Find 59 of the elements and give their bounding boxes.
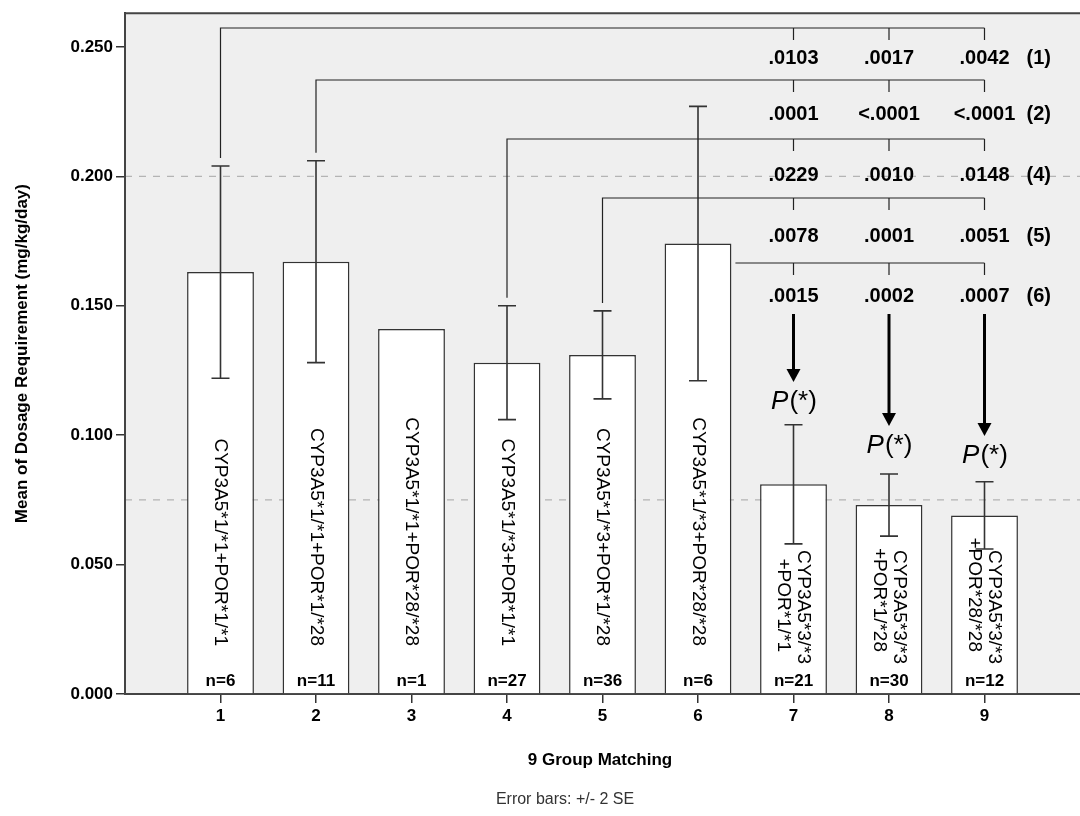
annotation: P(*) — [962, 439, 1008, 470]
annotation: CYP3A5*1/*3+POR*1/*1 — [497, 438, 519, 646]
annotation: n=21 — [773, 671, 814, 691]
annotation: n=6 — [205, 671, 236, 691]
annotation: n=6 — [683, 671, 713, 691]
annotation: CYP3A5*3/*3 +POR*1/*28 — [869, 547, 911, 664]
annotation: <.0001 — [953, 101, 1016, 124]
annotation: CYP3A5*1/*1+POR*28/*28 — [402, 417, 424, 646]
y-tick-label: 0.150 — [70, 295, 113, 315]
y-tick-label: 0.000 — [70, 683, 113, 703]
annotation: (1) — [1026, 45, 1051, 68]
annotation: (2) — [1026, 101, 1051, 124]
annotation: .0007 — [959, 283, 1010, 306]
annotation: .0148 — [959, 162, 1010, 185]
annotation: .0103 — [768, 45, 819, 68]
annotation: P(*) — [866, 429, 913, 460]
annotation: .0015 — [768, 283, 819, 306]
annotation: CYP3A5*3/*3 +POR*1/*1 — [774, 549, 816, 664]
x-tick-label: 5 — [597, 705, 608, 725]
x-axis-title: 9 Group Matching — [527, 749, 673, 769]
annotation: (6) — [1026, 283, 1051, 306]
text: Error bars: +/- 2 SE — [495, 790, 635, 808]
annotation: n=1 — [396, 671, 427, 691]
annotation: CYP3A5*3/*3 +POR*28/*28 — [965, 537, 1007, 664]
annotation: P(*) — [771, 385, 817, 416]
annotation: (4) — [1026, 162, 1051, 185]
x-tick-label: 7 — [788, 705, 799, 725]
x-tick-label: 1 — [215, 705, 226, 725]
x-tick-label: 6 — [693, 705, 703, 725]
annotation: n=30 — [869, 671, 909, 691]
annotation: CYP3A5*1/*1+POR*1/*28 — [306, 427, 328, 646]
annotation: .0051 — [959, 223, 1010, 246]
annotation: .0078 — [768, 223, 819, 246]
y-tick-label: 0.200 — [70, 165, 113, 185]
x-tick-label: 8 — [884, 705, 894, 725]
x-tick-label: 3 — [406, 705, 417, 725]
y-tick-label: 0.100 — [70, 424, 113, 444]
annotation: .0001 — [768, 101, 819, 124]
annotation: .0229 — [768, 162, 819, 185]
annotation: n=36 — [582, 671, 623, 691]
annotation: .0001 — [863, 223, 915, 246]
y-axis-title: Mean of Dosage Requirement (mg/kg/day) — [11, 184, 31, 524]
annotation: n=11 — [296, 671, 336, 691]
annotation: CYP3A5*1/*3+POR*28/*28 — [688, 417, 710, 646]
annotation: <.0001 — [858, 101, 920, 124]
annotation: .0010 — [863, 162, 915, 185]
x-tick-label: 9 — [979, 705, 990, 725]
annotation: n=27 — [487, 671, 527, 691]
x-tick-label: 2 — [311, 705, 321, 725]
annotation: (5) — [1026, 223, 1051, 246]
annotation: n=12 — [964, 671, 1005, 691]
annotation: .0002 — [863, 283, 915, 306]
annotation: .0017 — [863, 45, 915, 68]
annotation: .0042 — [959, 45, 1010, 68]
annotation: CYP3A5*1/*1+POR*1/*1 — [211, 438, 233, 646]
y-tick-label: 0.050 — [70, 554, 113, 574]
y-tick-label: 0.250 — [70, 36, 113, 56]
x-tick-label: 4 — [502, 705, 513, 725]
annotation: CYP3A5*1/*3+POR*1/*28 — [593, 427, 615, 646]
